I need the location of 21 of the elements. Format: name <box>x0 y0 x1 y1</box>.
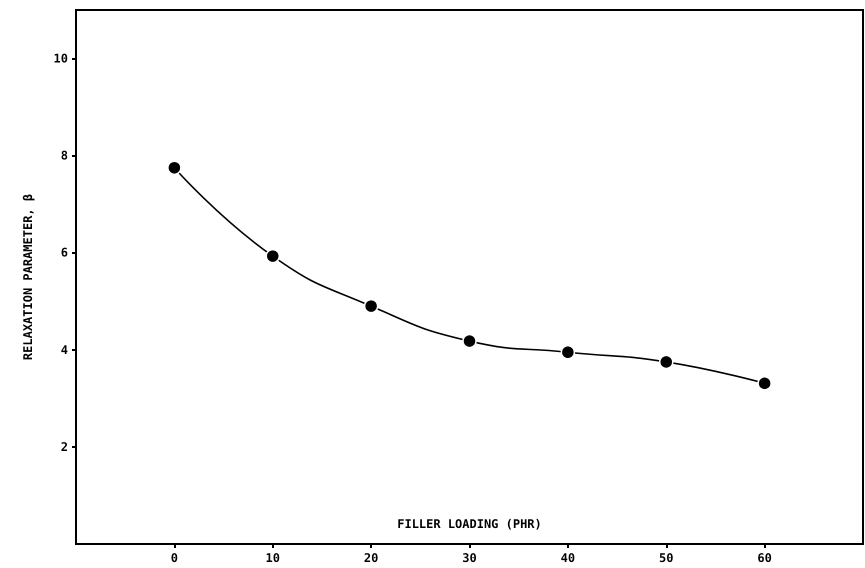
x-tick-label: 50 <box>659 551 674 565</box>
y-tick-label: 6 <box>60 246 68 260</box>
point <box>560 345 576 360</box>
x-tick-label: 40 <box>560 551 576 565</box>
point <box>167 160 182 176</box>
point <box>462 334 477 348</box>
x-tick-label: 0 <box>170 551 178 565</box>
x-axis-title: FILLER LOADING (PHR) <box>397 517 542 531</box>
x-tick-label: 30 <box>462 551 477 565</box>
y-tick-label: 4 <box>60 342 68 357</box>
x-tick-label: 20 <box>364 551 378 565</box>
x-tick-label: 60 <box>757 551 772 565</box>
y-axis-title: RELAXATION PARAMETER, β <box>21 194 35 360</box>
y-tick-label: 10 <box>54 52 68 66</box>
point <box>659 354 674 370</box>
x-tick-label: 10 <box>266 551 280 565</box>
point <box>364 298 378 314</box>
point <box>266 248 280 264</box>
y-tick-label: 8 <box>60 148 68 163</box>
y-tick-label: 2 <box>60 440 68 454</box>
point <box>757 376 772 391</box>
